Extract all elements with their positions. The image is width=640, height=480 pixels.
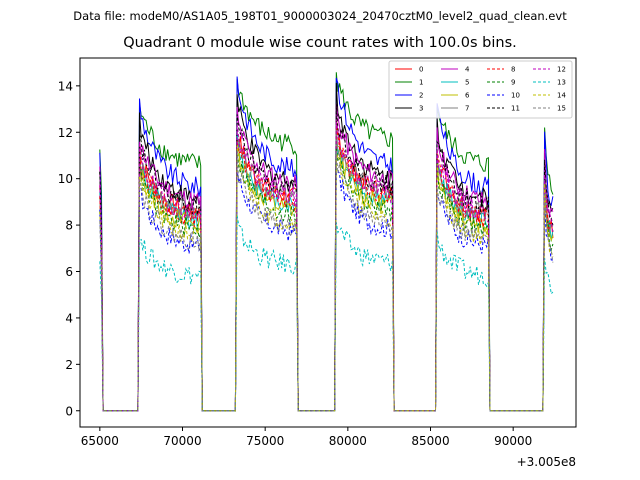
- x-tick-label: 90000: [494, 434, 532, 448]
- series-layer: [99, 72, 554, 412]
- y-tick-label: 12: [58, 126, 73, 140]
- legend-label: 8: [511, 66, 515, 74]
- legend-label: 2: [419, 92, 423, 100]
- series-line-module-13: [99, 215, 554, 412]
- y-tick-label: 4: [65, 311, 73, 325]
- series-line-module-6: [99, 144, 554, 412]
- legend-frame: [388, 60, 573, 119]
- series-line-module-5: [99, 132, 554, 412]
- legend-label: 7: [465, 105, 469, 113]
- y-tick-label: 6: [65, 265, 73, 279]
- x-tick-label: 80000: [329, 434, 367, 448]
- x-offset-label: +3.005e8: [517, 455, 576, 469]
- legend-label: 3: [419, 105, 423, 113]
- y-tick-label: 8: [65, 219, 73, 233]
- x-axis: 65000 70000 75000 80000 85000 90000: [81, 427, 532, 448]
- legend-label: 0: [419, 66, 423, 74]
- y-tick-label: 14: [58, 79, 73, 93]
- series-line-module-15: [99, 150, 554, 412]
- legend-label: 4: [465, 66, 470, 74]
- legend-label: 9: [511, 79, 515, 87]
- data-file-subtitle: Data file: modeM0/AS1A05_198T01_90000030…: [73, 9, 567, 23]
- legend-label: 13: [557, 79, 566, 87]
- series-line-module-7: [99, 125, 554, 412]
- legend-label: 14: [557, 92, 566, 100]
- legend-label: 15: [557, 105, 566, 113]
- y-axis: 0 2 4 6 8 10 12 14: [58, 79, 80, 418]
- series-line-module-3: [99, 82, 554, 412]
- axes-frame: [79, 57, 577, 428]
- series-line-module-9: [99, 146, 554, 412]
- series-line-module-14: [99, 145, 554, 412]
- legend-label: 10: [511, 92, 520, 100]
- legend-label: 11: [511, 105, 520, 113]
- x-tick-label: 65000: [81, 434, 119, 448]
- series-line-module-0: [99, 117, 554, 412]
- y-tick-label: 10: [58, 172, 73, 186]
- series-line-module-12: [99, 122, 554, 412]
- x-tick-label: 85000: [411, 434, 449, 448]
- legend-label: 6: [465, 92, 470, 100]
- chart-title: Quadrant 0 module wise count rates with …: [123, 35, 517, 51]
- x-tick-label: 75000: [246, 434, 284, 448]
- legend-label: 5: [465, 79, 469, 87]
- x-tick-label: 70000: [163, 434, 201, 448]
- legend-label: 12: [557, 66, 566, 74]
- y-tick-label: 0: [65, 404, 73, 418]
- legend-label: 1: [419, 79, 423, 87]
- y-tick-label: 2: [65, 358, 73, 372]
